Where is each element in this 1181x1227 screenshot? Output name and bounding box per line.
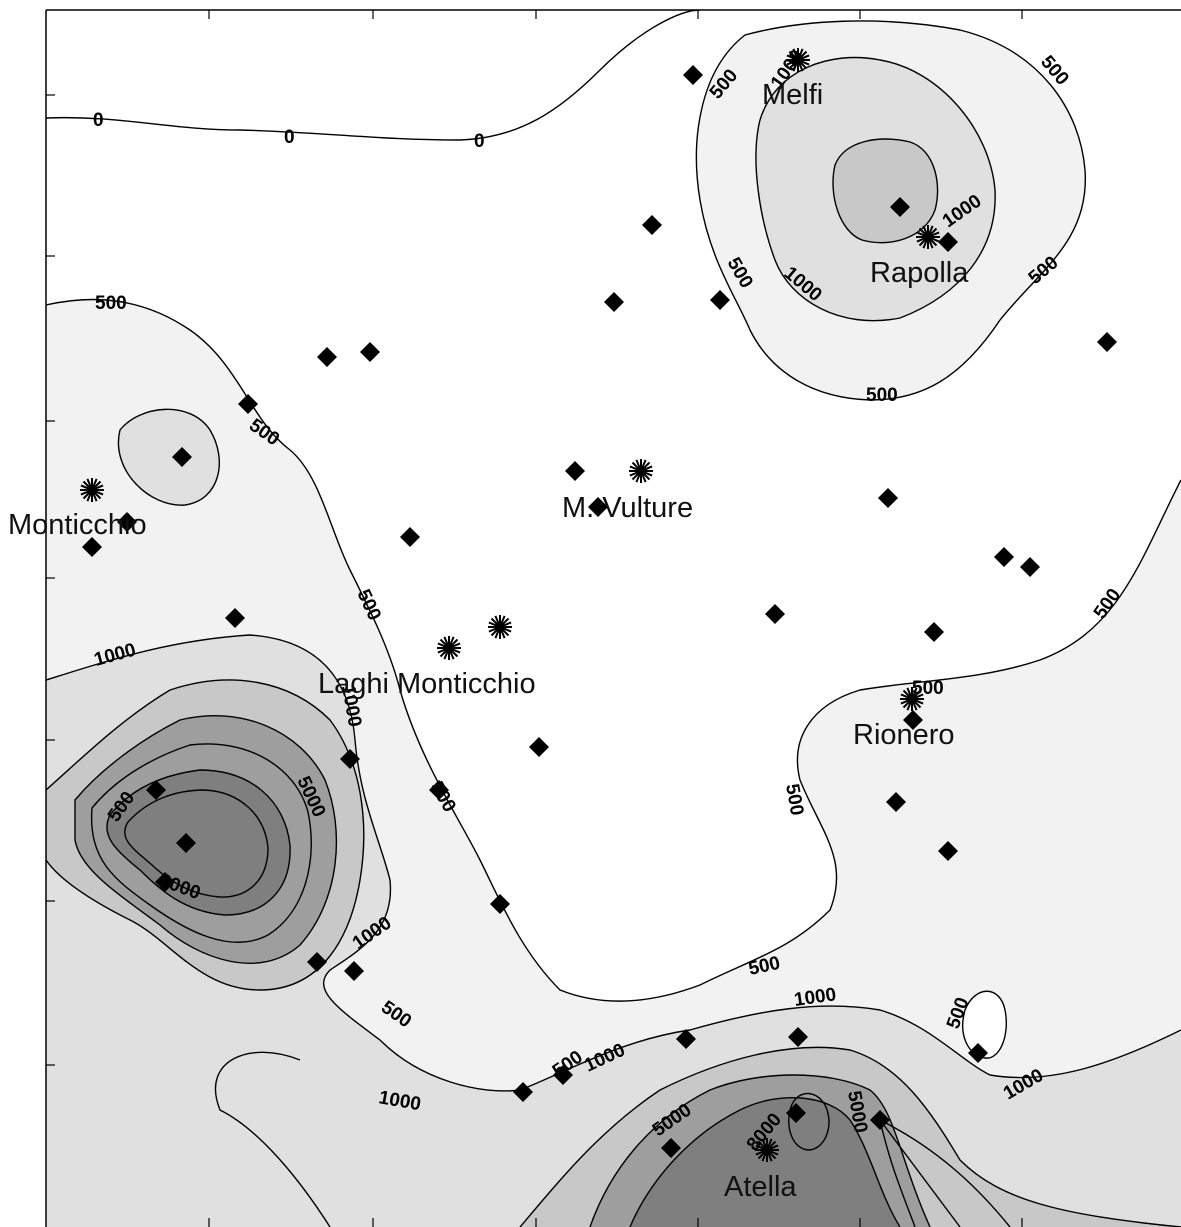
place-label-melfi: Melfi — [762, 79, 823, 111]
contour-label: 0 — [93, 110, 104, 131]
contour-label: 500 — [95, 293, 127, 314]
place-labels: Melfi Rapolla Monticchio M. Vulture Lagh… — [8, 79, 969, 1203]
diamond-icon — [155, 872, 175, 892]
diamond-icon — [788, 1027, 808, 1047]
axis-ticks — [46, 10, 1023, 1227]
diamond-icon — [513, 1082, 533, 1102]
diamond-icon — [225, 608, 245, 628]
diamond-icon — [553, 1065, 573, 1085]
contour-line-rapolla-inner — [832, 138, 939, 244]
region-1000-monticchio — [118, 409, 220, 506]
map-frame — [45, 9, 1181, 1227]
contour-line-south-peak — [788, 1092, 830, 1151]
contour-label: 500 — [866, 385, 898, 406]
contour-line-south-outer — [214, 1051, 331, 1227]
diamond-icon — [317, 347, 337, 367]
diamond-icon — [429, 780, 449, 800]
place-label-atella: Atella — [724, 1171, 797, 1203]
contour-line-west-high-4 — [124, 789, 269, 898]
contour-line-500-west — [46, 298, 1181, 1002]
diamond-icon — [307, 952, 327, 972]
diamond-icon — [765, 604, 785, 624]
diamond-icon — [924, 622, 944, 642]
contour-line-west-high-1 — [74, 715, 338, 964]
diamond-icon — [340, 749, 360, 769]
diamond-icon — [82, 537, 102, 557]
contour-line-south-mid — [519, 1046, 1181, 1227]
diamond-icon — [786, 1103, 806, 1123]
diamond-icon — [344, 961, 364, 981]
contour-line-1000-monticchio — [117, 408, 220, 506]
diamond-icon — [676, 1029, 696, 1049]
asterisk-star-icon — [900, 687, 924, 711]
town-markers — [80, 48, 940, 1162]
asterisk-star-icon — [916, 225, 940, 249]
diamond-icon — [938, 232, 958, 252]
diamond-icon — [146, 780, 166, 800]
diamond-icon — [565, 461, 585, 481]
diamond-icon — [172, 447, 192, 467]
region-high-west-2 — [106, 770, 291, 915]
contour-label: 0 — [284, 127, 295, 148]
diamond-icon — [604, 292, 624, 312]
diamond-icon — [878, 488, 898, 508]
diamond-icon — [117, 512, 137, 532]
contour-label: 0 — [474, 131, 485, 152]
asterisk-star-icon — [786, 48, 810, 72]
region-high-south-2 — [630, 1097, 900, 1227]
contour-line-south-fan-1 — [879, 1119, 1011, 1227]
contour-label: 500 — [912, 678, 944, 699]
diamond-icon — [588, 497, 608, 517]
diamond-icon — [968, 1043, 988, 1063]
asterisk-star-icon — [80, 478, 104, 502]
contour-line-500-melfi — [695, 20, 1086, 401]
contour-line-0 — [46, 10, 701, 141]
contour-fills — [46, 10, 1181, 1227]
diamond-icon — [938, 841, 958, 861]
diamond-icon — [400, 527, 420, 547]
diamond-icon — [1020, 557, 1040, 577]
diamond-icon — [490, 894, 510, 914]
contour-line-west-high-2 — [90, 743, 312, 943]
contour-line-south-high-2 — [629, 1096, 901, 1227]
diamond-icon — [238, 394, 258, 414]
diamond-icon — [710, 290, 730, 310]
region-high-rapolla — [833, 139, 938, 243]
place-label-monticchio: Monticchio — [8, 509, 147, 541]
diamond-icon — [176, 833, 196, 853]
contour-line-south-high-1 — [589, 1074, 931, 1227]
region-500-east-pocket — [962, 991, 1007, 1059]
diamond-icon — [360, 342, 380, 362]
diamond-icon — [661, 1138, 681, 1158]
diamond-icon — [890, 197, 910, 217]
diamond-icon — [903, 710, 923, 730]
contour-line-500-pocket — [962, 990, 1007, 1059]
diamond-icon — [683, 65, 703, 85]
place-label-rapolla: Rapolla — [870, 257, 969, 289]
contour-line-1000-west — [46, 634, 1181, 1092]
diamond-icon — [529, 737, 549, 757]
diamond-icon — [642, 215, 662, 235]
asterisk-star-icon — [755, 1138, 779, 1162]
asterisk-star-icon — [437, 636, 461, 660]
contour-line-west-high-3 — [106, 769, 291, 916]
place-label-rionero: Rionero — [853, 719, 955, 751]
contour-line-1000-rapolla — [755, 56, 996, 322]
asterisk-star-icon — [629, 459, 653, 483]
sample-points — [82, 65, 1117, 1158]
contour-line-south-fan-2 — [879, 1119, 961, 1227]
diamond-icon — [886, 792, 906, 812]
diamond-icon — [870, 1110, 890, 1130]
contour-line-west-mid — [46, 679, 365, 991]
place-label-laghi-monticchio: Laghi Monticchio — [318, 668, 536, 700]
diamond-icon — [1097, 332, 1117, 352]
diamond-icon — [994, 547, 1014, 567]
region-500-west-south — [46, 299, 1181, 1227]
contour-line-south-fan-3 — [879, 1119, 916, 1227]
asterisk-star-icon — [488, 615, 512, 639]
place-label-m-vulture: M. Vulture — [562, 492, 693, 524]
